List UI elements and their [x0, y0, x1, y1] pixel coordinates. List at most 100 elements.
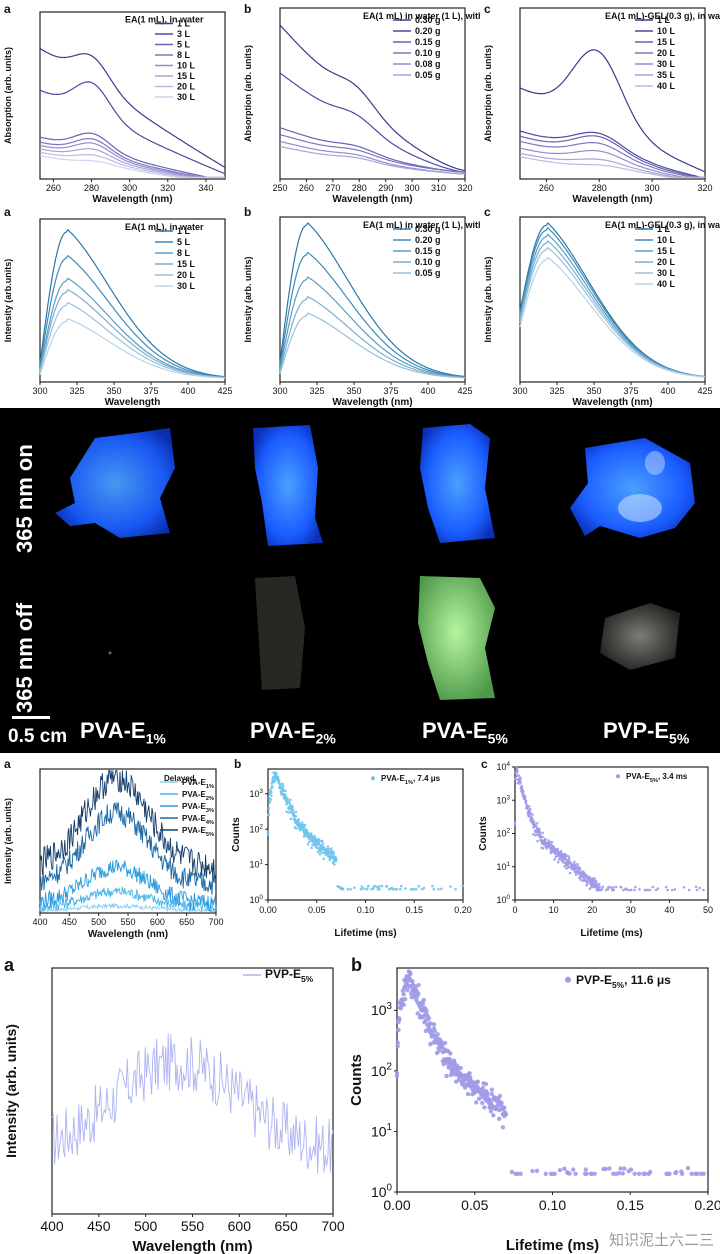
- series-line: [39, 769, 217, 879]
- legend-entry: 30 L: [177, 92, 196, 102]
- data-point: [619, 886, 623, 889]
- data-point: [522, 790, 525, 794]
- x-tick-label: 700: [321, 1218, 345, 1234]
- x-tick-label: 325: [309, 386, 324, 396]
- x-tick-label: 0: [512, 905, 517, 915]
- legend-entry: 0.10 g: [415, 48, 441, 58]
- x-tick-label: 300: [272, 386, 287, 396]
- series-line: [39, 886, 217, 913]
- lifetime-chart-pva-e5: 0 10 20 30 40 50 100 101 102 103 104 Lifetime (ms) C…: [478, 757, 713, 939]
- sample-2-on: [253, 425, 323, 546]
- data-point: [531, 817, 534, 821]
- data-point: [514, 777, 518, 780]
- absorption-chart-a: 260 280 300 320 340 Wavelength (nm) Absorption…: [3, 2, 226, 205]
- legend-entry: 1 L: [177, 19, 191, 29]
- data-point: [566, 863, 570, 867]
- lifetime-chart-pva-e1: 0.00 0.05 0.10 0.15 0.20 100 101 102 103 Lifetime…: [231, 757, 472, 939]
- series-line: [39, 301, 226, 379]
- data-point: [620, 1171, 625, 1176]
- plot-frame: [514, 766, 709, 901]
- data-point: [424, 1008, 429, 1014]
- plot-frame: [51, 967, 334, 1215]
- x-tick-label: 450: [62, 917, 77, 927]
- data-point: [288, 801, 291, 805]
- data-point: [279, 783, 282, 787]
- x-tick-label: 600: [150, 917, 165, 927]
- data-point: [270, 785, 274, 789]
- data-point: [533, 821, 536, 824]
- data-point: [294, 815, 298, 818]
- data-point: [600, 887, 604, 891]
- panel-letter: c: [484, 2, 491, 16]
- data-point: [408, 971, 413, 977]
- data-point: [584, 1171, 589, 1176]
- data-point: [332, 850, 335, 854]
- data-point: [622, 1166, 627, 1171]
- data-point: [666, 888, 669, 892]
- data-point: [341, 887, 345, 891]
- data-point: [267, 806, 271, 810]
- x-tick-label: 400: [40, 1218, 64, 1234]
- data-point: [385, 885, 389, 888]
- data-point: [373, 884, 377, 888]
- sample-label-1: PVA-E1%: [80, 718, 166, 747]
- x-tick-label: 290: [378, 183, 393, 193]
- data-point: [270, 791, 273, 794]
- chart-title: EA(1 mL), in water: [125, 15, 204, 25]
- data-point: [513, 821, 517, 824]
- x-tick-label: 260: [46, 183, 61, 193]
- data-point: [573, 860, 576, 864]
- data-point: [642, 1171, 648, 1176]
- data-point: [530, 1168, 535, 1174]
- fluorescence-chart-b: 300 325 350 375 400 425 Wavelength (nm) Intensi…: [243, 205, 480, 408]
- data-point: [571, 1167, 576, 1172]
- legend-entry: 0.20 g: [415, 26, 441, 36]
- x-axis-label: Wavelength (nm): [132, 1238, 252, 1254]
- x-tick-label: 0.00: [259, 905, 277, 915]
- data-point: [346, 888, 350, 891]
- legend-entry: 0.10 g: [415, 257, 441, 267]
- legend-entry: 15 L: [177, 71, 196, 81]
- legend-entry: PVA-E1%: [182, 778, 214, 790]
- legend-entry: 20 L: [657, 257, 676, 267]
- data-point: [553, 858, 556, 861]
- x-tick-label: 300: [32, 386, 47, 396]
- data-point: [556, 847, 559, 851]
- data-point: [583, 1167, 588, 1172]
- plot-frame: [519, 7, 706, 180]
- data-point: [399, 888, 402, 891]
- x-tick-label: 425: [457, 386, 472, 396]
- data-point: [349, 888, 352, 891]
- sample-label-4: PVP-E5%: [603, 718, 690, 747]
- x-tick-label: 0.15: [617, 1197, 644, 1213]
- sample-4-on: [570, 438, 695, 538]
- data-point: [437, 888, 440, 891]
- x-tick-label: 650: [274, 1218, 298, 1234]
- data-point: [689, 1171, 694, 1176]
- data-point: [584, 874, 588, 877]
- data-point: [616, 1171, 622, 1176]
- data-point: [648, 1169, 653, 1175]
- legend-entry: PVA-E3%: [182, 802, 214, 814]
- data-point: [519, 776, 522, 779]
- series-line: [519, 246, 706, 378]
- legend-entry: 10 L: [177, 61, 196, 71]
- x-tick-label: 450: [87, 1218, 111, 1234]
- data-point: [633, 888, 636, 892]
- data-point: [431, 884, 434, 888]
- x-tick-label: 550: [120, 917, 135, 927]
- data-point: [321, 842, 325, 845]
- legend-entry: PVA-E4%: [182, 814, 214, 826]
- data-point: [579, 878, 582, 881]
- data-point: [432, 888, 436, 891]
- x-tick-label: 320: [697, 183, 712, 193]
- x-tick-label: 280: [592, 183, 607, 193]
- panel-letter: c: [481, 757, 488, 771]
- data-point: [467, 1071, 472, 1076]
- data-point: [573, 1171, 578, 1176]
- data-point: [541, 835, 544, 839]
- data-point: [519, 780, 522, 784]
- data-point: [601, 885, 605, 889]
- legend-entry: PVA-E2%: [182, 790, 214, 802]
- y-axis-label: Absorption (arb. units): [483, 45, 493, 142]
